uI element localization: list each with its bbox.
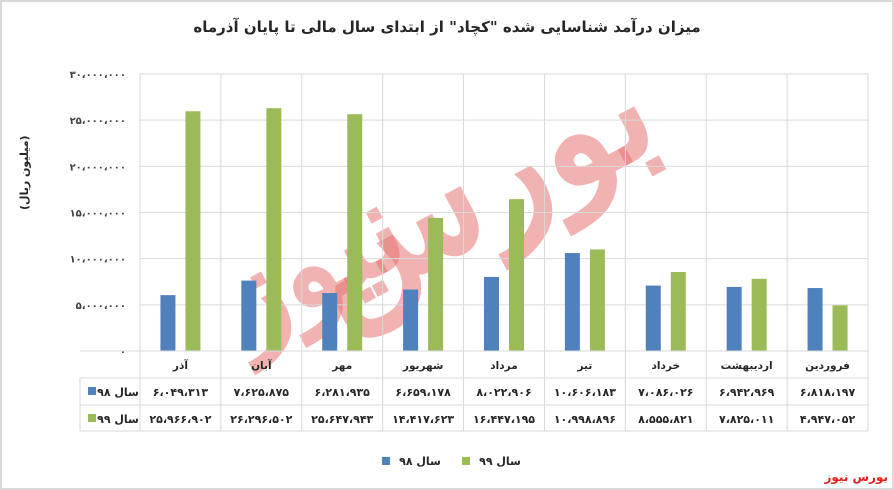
legend-swatch: [462, 457, 470, 465]
category-label: مرداد: [490, 360, 517, 372]
table-cell: ۲۵،۶۴۷،۹۴۳: [311, 413, 373, 426]
bar-s99: [751, 278, 767, 351]
watermark-corner-text: بورس نیوز: [824, 470, 888, 484]
bars: [160, 108, 848, 351]
bar-s98: [241, 280, 257, 351]
y-tick-labels: ۰ ۵،۰۰۰،۰۰۰ ۱۰،۰۰۰،۰۰۰ ۱۵،۰۰۰،۰۰۰ ۲۰،۰۰۰،۰۰۰…: [70, 70, 126, 358]
legend-label: سال ۹۹: [479, 455, 521, 468]
bar-s98: [807, 288, 823, 351]
y-tick-label: ۳۰،۰۰۰،۰۰۰: [70, 70, 126, 81]
table-cell: ۸،۰۲۲،۹۰۶: [476, 386, 531, 399]
table-cell: ۶،۲۸۱،۹۳۵: [315, 386, 371, 399]
legend-swatch: [382, 457, 390, 465]
table-cell: ۴،۹۴۷،۰۵۲: [800, 413, 856, 426]
category-label: فروردین: [805, 360, 850, 372]
bar-s99: [832, 305, 848, 351]
bar-s98: [160, 295, 176, 351]
bar-s99: [589, 249, 605, 351]
y-tick-label: ۲۰،۰۰۰،۰۰۰: [70, 162, 126, 173]
table-cell: ۸،۵۵۵،۸۲۱: [638, 413, 693, 426]
bar-s99: [347, 114, 363, 351]
table-series-swatch: [88, 387, 96, 395]
bar-s98: [564, 253, 580, 351]
y-tick-label: ۰: [120, 347, 126, 358]
y-tick-label: ۵،۰۰۰،۰۰۰: [76, 301, 126, 312]
y-tick-label: ۱۰،۰۰۰،۰۰۰: [70, 255, 126, 266]
table-cell: ۶،۰۴۹،۳۱۳: [153, 386, 209, 399]
table-cell: ۶،۸۱۸،۱۹۷: [800, 386, 856, 399]
table-series-swatch: [88, 414, 96, 422]
table-cell: ۲۵،۹۶۶،۹۰۲: [149, 413, 211, 426]
category-label: مهر: [331, 360, 352, 372]
legend-label: سال ۹۸: [399, 455, 441, 468]
table-cell: ۶،۹۴۲،۹۶۹: [719, 386, 775, 399]
category-label: شهریور: [402, 360, 443, 372]
table-cell: ۱۴،۴۱۷،۶۲۳: [392, 413, 454, 426]
bar-s99: [509, 199, 524, 351]
chart-title: میزان درآمد شناسایی شده "کچاد" از ابتدای…: [193, 18, 701, 36]
table-cell: ۶،۶۵۹،۱۷۸: [395, 386, 451, 399]
category-label: خرداد: [652, 360, 680, 372]
y-tick-label: ۲۵،۰۰۰،۰۰۰: [70, 116, 126, 127]
table-cell: ۷،۰۸۶،۰۲۶: [638, 386, 693, 399]
bar-s99: [428, 217, 444, 351]
bar-s98: [322, 292, 338, 351]
table-cell: ۲۶،۲۹۶،۵۰۲: [230, 413, 292, 426]
bar-s99: [670, 272, 686, 351]
bar-s98: [484, 276, 499, 351]
table-cell: ۷،۶۲۵،۸۷۵: [234, 386, 290, 399]
data-table: فروردین ۶،۸۱۸،۱۹۷ ۴،۹۴۷،۰۵۲ اردیبهشت ۶،۹۴۲،۹…: [79, 350, 868, 432]
category-label: آبان: [251, 359, 272, 372]
category-label: اردیبهشت: [721, 360, 773, 372]
table-cell: ۱۰،۹۹۸،۸۹۶: [554, 413, 616, 426]
y-tick-label: ۱۵،۰۰۰،۰۰۰: [70, 209, 126, 220]
category-label: تیر: [577, 360, 593, 372]
table-series-label: سال ۹۸: [97, 386, 139, 399]
bar-s99: [185, 111, 201, 351]
bar-s98: [403, 289, 419, 351]
table-series-label: سال ۹۹: [97, 413, 139, 426]
table-cell: ۷،۸۲۵،۰۱۱: [719, 413, 774, 426]
bar-s98: [645, 285, 661, 351]
table-cell: ۱۶،۴۴۷،۱۹۵: [473, 413, 535, 426]
legend: سال ۹۸ سال ۹۹: [382, 455, 521, 468]
bar-s99: [266, 108, 282, 351]
table-cell: ۱۰،۶۰۶،۱۸۳: [554, 386, 616, 399]
bar-s98: [726, 286, 742, 351]
category-label: آذر: [172, 359, 188, 372]
